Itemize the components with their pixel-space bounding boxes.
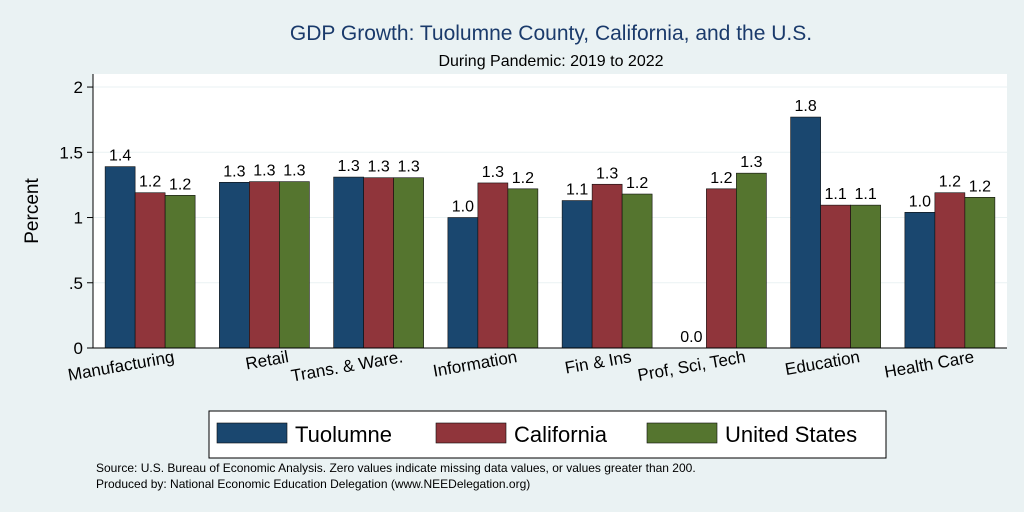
- bars-group: [104, 116, 996, 349]
- bar-value-label: 1.2: [139, 174, 161, 191]
- bar: [934, 192, 966, 349]
- legend-label: California: [514, 422, 608, 447]
- y-axis-title: Percent: [22, 178, 43, 244]
- source-note: Source: U.S. Bureau of Economic Analysis…: [96, 461, 696, 475]
- bar-value-label: 1.0: [452, 199, 474, 216]
- bar-value-label: 1.1: [855, 186, 877, 203]
- bar: [134, 192, 166, 349]
- bar: [736, 172, 767, 349]
- legend-label: Tuolumne: [295, 422, 392, 447]
- bar-labels-group: 1.4 1.2 1.2 1.3 1.3 1.3 1.3 1.3 1.3 1.0 1.3 1.2 1.1 1…: [109, 98, 991, 346]
- bar-value-label: 1.1: [825, 186, 847, 203]
- bar: [507, 188, 539, 349]
- legend: Tuolumne California United States: [216, 422, 857, 447]
- bar: [447, 217, 479, 349]
- y-ticks: 0 .5 1 1.5 2: [59, 78, 93, 358]
- bar: [219, 181, 250, 349]
- y-tick-label: 1.5: [59, 143, 83, 162]
- bar-value-label: 1.3: [398, 159, 420, 176]
- bar-value-label: 1.3: [368, 159, 390, 176]
- bar: [790, 116, 821, 349]
- y-tick-label: .5: [69, 274, 83, 293]
- legend-label: United States: [725, 422, 857, 447]
- legend-swatch: [435, 422, 507, 444]
- bar-value-label: 1.8: [795, 98, 817, 115]
- bar-value-label: 1.2: [710, 170, 732, 187]
- bar: [249, 181, 280, 349]
- bar-value-label: 1.2: [626, 175, 648, 192]
- bar-value-label: 1.3: [338, 158, 360, 175]
- legend-swatch: [646, 422, 718, 444]
- bar-value-label: 1.1: [566, 182, 588, 199]
- bar: [333, 176, 364, 349]
- bar-value-label: 1.3: [740, 154, 762, 171]
- y-tick-label: 2: [74, 78, 83, 97]
- bar-value-label: 1.2: [512, 170, 534, 187]
- bar-value-label: 1.2: [969, 178, 991, 195]
- bar-value-label: 1.3: [253, 163, 275, 180]
- legend-box: [208, 410, 887, 459]
- bar-value-label: 1.2: [169, 176, 191, 193]
- bar: [904, 212, 936, 349]
- bar: [621, 193, 653, 349]
- bar: [104, 166, 136, 349]
- bar-value-label: 1.3: [223, 163, 245, 180]
- bar-value-label: 1.3: [482, 164, 504, 181]
- bar-value-label: 1.0: [909, 193, 931, 210]
- bar: [820, 204, 851, 349]
- legend-swatch: [216, 422, 288, 444]
- bar: [363, 177, 394, 349]
- bar-value-label: 1.3: [283, 163, 305, 180]
- bar: [393, 177, 424, 349]
- y-tick-label: 0: [74, 339, 83, 358]
- bar: [591, 183, 623, 349]
- chart-subtitle: During Pandemic: 2019 to 2022: [438, 53, 663, 70]
- bar-value-label: 1.2: [939, 174, 961, 191]
- bar-value-label: 0.0: [680, 329, 702, 346]
- bar: [164, 195, 196, 349]
- bar: [964, 197, 996, 349]
- produced-note: Produced by: National Economic Education…: [96, 477, 530, 491]
- bar: [561, 200, 593, 349]
- bar-value-label: 1.4: [109, 148, 131, 165]
- bar: [477, 182, 509, 349]
- bar: [706, 188, 737, 349]
- y-tick-label: 1: [74, 209, 83, 228]
- chart-title: GDP Growth: Tuolumne County, California,…: [290, 22, 812, 45]
- bar: [279, 181, 310, 349]
- bar: [850, 204, 881, 349]
- bar-value-label: 1.3: [596, 165, 618, 182]
